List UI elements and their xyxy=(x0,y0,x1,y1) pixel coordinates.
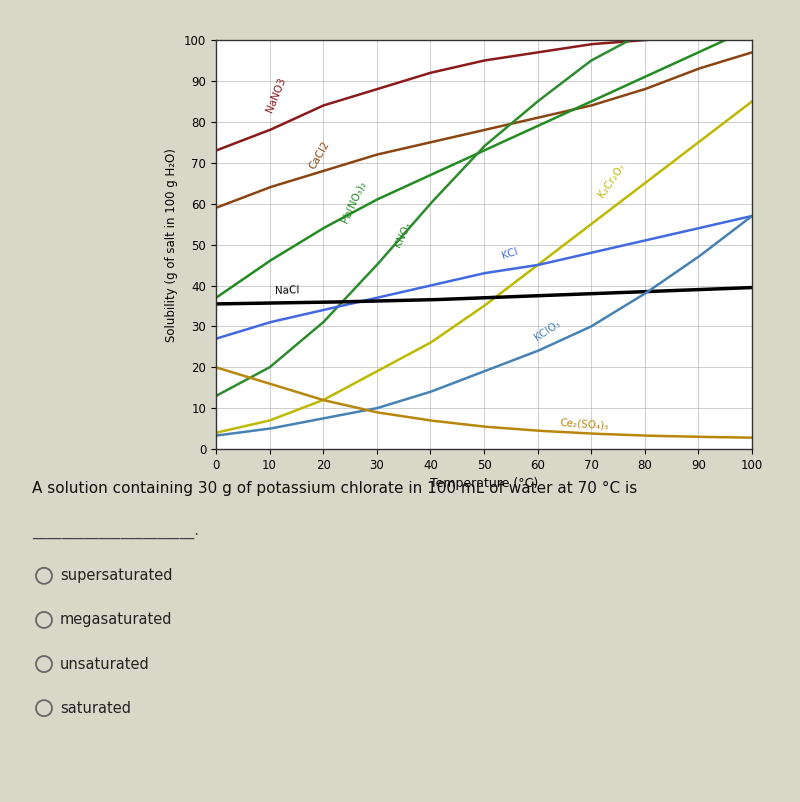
Text: ______________________.: ______________________. xyxy=(32,525,199,541)
Text: Pb(NO₃)₂: Pb(NO₃)₂ xyxy=(339,179,367,224)
X-axis label: Temperature (°C): Temperature (°C) xyxy=(430,477,538,490)
Text: NaCl: NaCl xyxy=(275,285,300,296)
Text: supersaturated: supersaturated xyxy=(60,569,173,583)
Text: CaCl2: CaCl2 xyxy=(307,140,331,171)
Text: K₂Cr₂O₇: K₂Cr₂O₇ xyxy=(597,162,627,200)
Text: NaNO3: NaNO3 xyxy=(264,76,287,114)
Text: A solution containing 30 g of potassium chlorate in 100 mL of water at 70 °C is: A solution containing 30 g of potassium … xyxy=(32,481,638,496)
Text: unsaturated: unsaturated xyxy=(60,657,150,671)
Text: saturated: saturated xyxy=(60,701,131,715)
Text: megasaturated: megasaturated xyxy=(60,613,173,627)
Text: KNO₃: KNO₃ xyxy=(393,220,414,249)
Text: Ce₂(SO₄)₃: Ce₂(SO₄)₃ xyxy=(559,417,609,431)
Text: KClO₃: KClO₃ xyxy=(532,318,562,342)
Y-axis label: Solubility (g of salt in 100 g H₂O): Solubility (g of salt in 100 g H₂O) xyxy=(166,148,178,342)
Text: KCl: KCl xyxy=(500,246,519,261)
